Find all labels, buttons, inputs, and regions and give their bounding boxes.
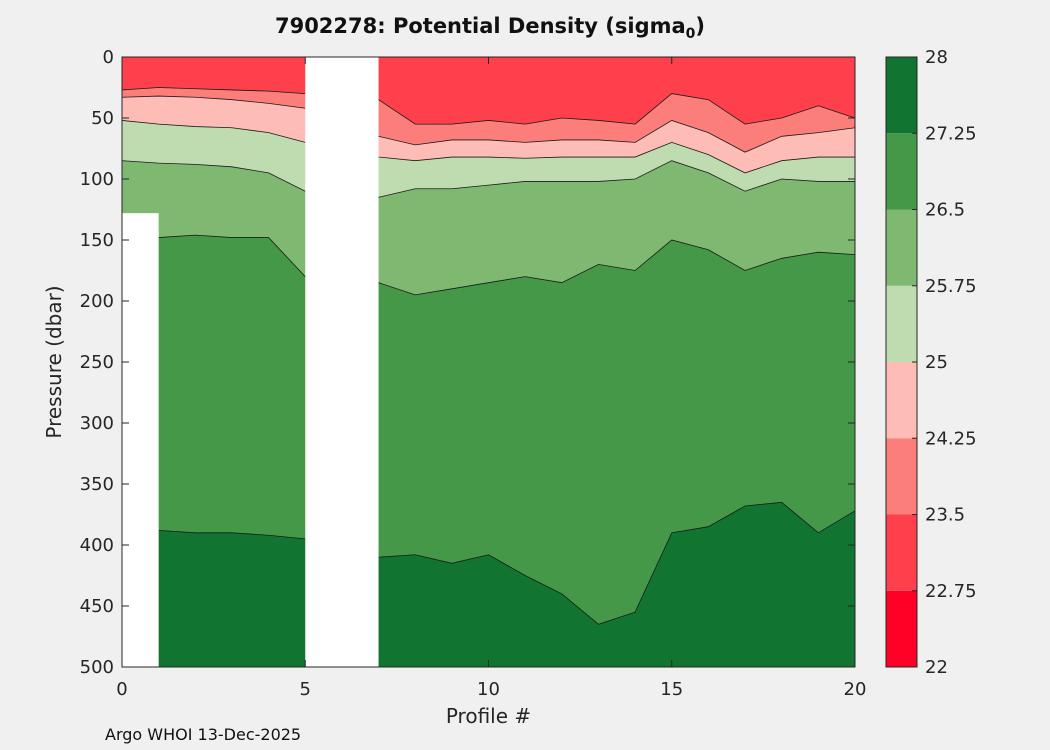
colorbar-tick-label: 28 xyxy=(925,47,948,68)
colorbar-tick-label: 27.25 xyxy=(925,123,977,144)
colorbar-tick-label: 22 xyxy=(925,657,948,678)
contour-line-24-25 xyxy=(121,95,856,153)
y-tick-label: 150 xyxy=(80,230,114,251)
colorbar-tick-label: 25 xyxy=(925,352,948,373)
contour-line-27-25 xyxy=(121,501,856,625)
x-tick-label: 10 xyxy=(477,679,500,700)
colorbar-swatch xyxy=(886,514,917,591)
colorbar: 22 22.75 23.5 24.25 25 25.75 26.5 27.25 28 xyxy=(885,47,977,678)
x-tick-label: 5 xyxy=(300,679,311,700)
contour-line-25-75 xyxy=(121,160,855,198)
colorbar-swatch xyxy=(886,209,917,286)
missing-data-gap xyxy=(122,213,159,667)
x-tick-label: 15 xyxy=(660,679,683,700)
colorbar-tick-label: 25.75 xyxy=(925,276,977,297)
y-tick-label: 500 xyxy=(80,657,114,678)
y-tick-label: 200 xyxy=(80,291,114,312)
x-tick-label: 0 xyxy=(116,679,127,700)
contour-line-23-5 xyxy=(121,87,856,125)
footer-credit: Argo WHOI 13-Dec-2025 xyxy=(105,725,302,744)
y-tick-label: 450 xyxy=(80,596,114,617)
contour-plot-area xyxy=(121,57,856,668)
colorbar-swatch xyxy=(886,590,917,667)
colorbar-swatch xyxy=(886,438,917,515)
y-tick-label: 400 xyxy=(80,535,114,556)
y-tick-label: 0 xyxy=(103,47,114,68)
colorbar-tick-label: 26.5 xyxy=(925,200,965,221)
contour-line-25 xyxy=(121,120,855,174)
colorbar-tick-label: 23.5 xyxy=(925,505,965,526)
colorbar-swatch xyxy=(886,57,917,134)
y-tick-label: 300 xyxy=(80,413,114,434)
x-axis-label: Profile # xyxy=(445,704,532,728)
x-tick-label: 20 xyxy=(844,679,867,700)
missing-data-gap xyxy=(305,57,379,667)
contour-line-26-5 xyxy=(121,234,856,296)
colorbar-swatch xyxy=(886,133,917,210)
y-tick-label: 250 xyxy=(80,352,114,373)
y-tick-label: 100 xyxy=(80,169,114,190)
colorbar-swatch xyxy=(886,285,917,362)
colorbar-tick-label: 24.25 xyxy=(925,428,977,449)
colorbar-swatch xyxy=(886,362,917,439)
chart-title: 7902278: Potential Density (sigma0) xyxy=(274,14,706,43)
y-tick-label: 50 xyxy=(91,108,114,129)
colorbar-tick-label: 22.75 xyxy=(925,581,977,602)
y-tick-label: 350 xyxy=(80,474,114,495)
y-axis-label: Pressure (dbar) xyxy=(42,285,66,439)
